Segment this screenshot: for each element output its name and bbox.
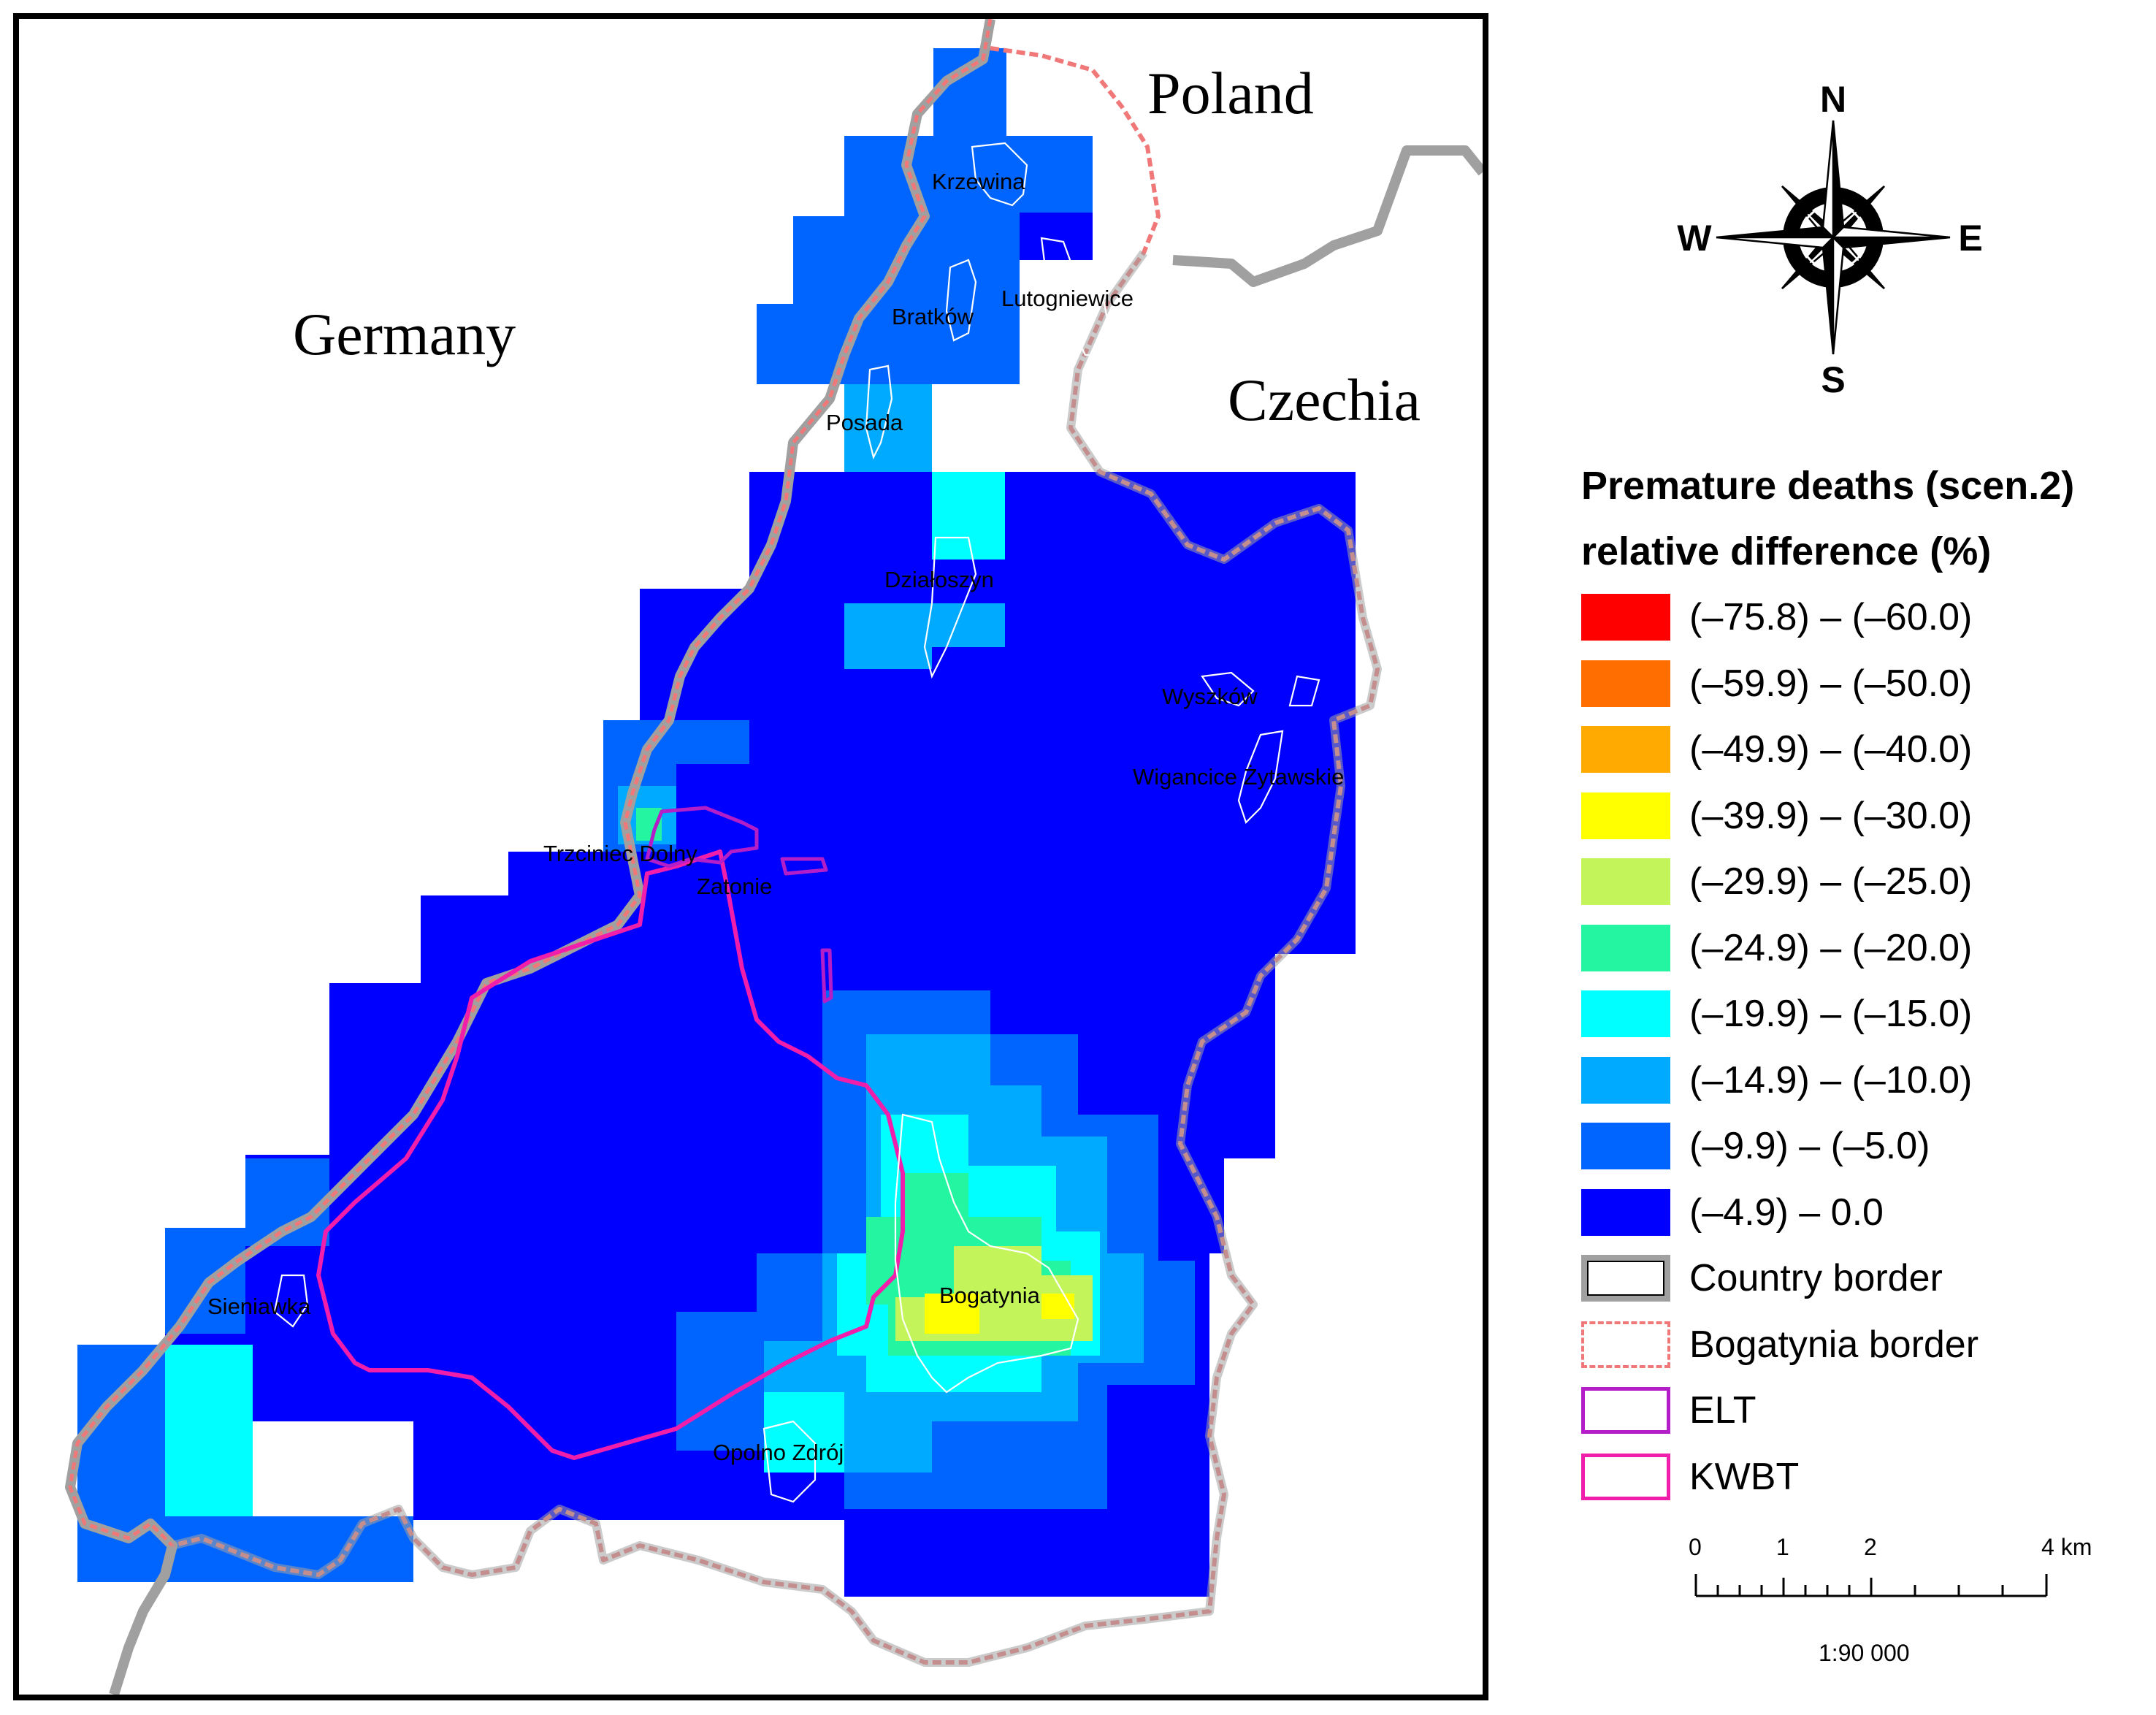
raster-cells-5-10-sieniawka [77,1158,329,1582]
legend: Premature deaths (scen.2) relative diffe… [1581,453,2151,1510]
place-label-trzciniec: Trzciniec Dolny [543,841,697,866]
legend-item-country-border: Country border [1581,1245,2151,1312]
legend-swatch [1581,660,1670,707]
legend-item-class: (–59.9) – (–50.0) [1581,651,2151,717]
bogatynia-border-grey [171,250,1382,1667]
legend-label: (–9.9) – (–5.0) [1689,1125,1930,1167]
compass-e: E [1958,218,1982,259]
country-label-czechia: Czechia [1228,367,1421,433]
kwbt-boundary [316,849,905,1460]
map-frame: Poland Germany Czechia Krzewina Bratków … [13,13,1488,1700]
raster-cell-30-40-b [1041,1294,1074,1319]
country-border-east [1172,145,1483,287]
legend-item-kwbt: KWBT [1581,1444,2151,1510]
raster-cell-15-20-north [932,472,1005,559]
place-label-bratkow: Bratków [892,304,974,329]
legend-swatch [1581,792,1670,839]
compass-n: N [1820,79,1846,120]
legend-label-country-border: Country border [1689,1257,1943,1299]
place-label-posada: Posada [826,410,903,435]
elt-boundary [645,806,833,1004]
scale-bar-graphic [1694,1574,2048,1597]
legend-item-class: (–49.9) – (–40.0) [1581,717,2151,783]
legend-title-line1: Premature deaths (scen.2) [1581,464,2075,508]
scale-bar: 0 1 2 4 km 1:90 000 [1689,1534,2147,1680]
place-label-krzewina: Krzewina [932,169,1025,194]
legend-swatch-elt [1581,1387,1670,1434]
legend-item-class: (–39.9) – (–30.0) [1581,783,2151,849]
legend-label: (–24.9) – (–20.0) [1689,926,1973,969]
compass-main-points [1716,120,1951,355]
raster-cells-10-15-north [844,384,932,472]
place-label-zatonie: Zatonie [697,874,773,899]
legend-item-class: (–29.9) – (–25.0) [1581,849,2151,915]
legend-label: (–29.9) – (–25.0) [1689,860,1973,903]
legend-item-class: (–9.9) – (–5.0) [1581,1113,2151,1180]
compass-s: S [1821,359,1845,400]
legend-swatch-kwbt [1581,1453,1670,1500]
bogatynia-border-overlay [68,19,993,1547]
legend-label: (–39.9) – (–30.0) [1689,794,1973,837]
raster-cell-30-40-a [925,1294,979,1334]
legend-label-elt: ELT [1689,1389,1756,1432]
legend-swatch [1581,990,1670,1037]
legend-swatch [1581,924,1670,971]
compass-w: W [1677,218,1712,259]
raster-grid [77,48,1356,1597]
town-outlines [273,142,1320,1503]
place-label-dzialoszyn: Działoszyn [884,567,994,592]
legend-swatch-country-border [1581,1255,1670,1302]
legend-label: (–59.9) – (–50.0) [1689,662,1973,705]
legend-swatch [1581,594,1670,641]
legend-label-bogatynia-border: Bogatynia border [1689,1323,1979,1366]
legend-swatch-bogatynia-border [1581,1321,1670,1368]
scale-tick-label-1: 1 [1776,1534,1789,1560]
raster-cells-5-10-south-west [260,1516,413,1582]
place-label-lutogniewice: Lutogniewice [1001,286,1134,311]
country-label-germany: Germany [293,301,516,367]
legend-title-line2: relative difference (%) [1581,530,1992,573]
legend-swatch [1581,726,1670,773]
place-label-sieniawka: Sieniawka [207,1294,311,1319]
place-label-wyszkow: Wyszków [1162,684,1258,709]
map-canvas [65,19,1483,1695]
legend-item-class: (–19.9) – (–15.0) [1581,981,2151,1047]
legend-swatch [1581,1123,1670,1169]
legend-swatch [1581,858,1670,905]
scale-tick-label-0: 0 [1689,1534,1702,1560]
scale-ratio: 1:90 000 [1819,1640,1910,1666]
legend-item-class: (–14.9) – (–10.0) [1581,1047,2151,1114]
legend-classes: (–75.8) – (–60.0) (–59.9) – (–50.0) (–49.9… [1581,584,2151,1245]
legend-item-bogatynia-border: Bogatynia border [1581,1312,2151,1378]
legend-item-class: (–4.9) – 0.0 [1581,1180,2151,1246]
legend-label: (–4.9) – 0.0 [1689,1191,1884,1234]
legend-label-kwbt: KWBT [1689,1455,1800,1498]
legend-label: (–49.9) – (–40.0) [1689,728,1973,771]
country-label-poland: Poland [1147,60,1314,126]
raster-cell-15-20-sieniawka [165,1345,253,1516]
place-label-bogatynia: Bogatynia [939,1283,1040,1308]
legend-label: (–14.9) – (–10.0) [1689,1058,1973,1101]
place-label-opolno: Opolno Zdrój [713,1440,844,1465]
scale-tick-label-2: 2 [1864,1534,1877,1560]
legend-item-elt: ELT [1581,1378,2151,1444]
legend-label: (–19.9) – (–15.0) [1689,993,1973,1035]
legend-swatch [1581,1056,1670,1104]
place-label-wigancice: Wigancice Żytawskie [1133,764,1345,790]
legend-item-class: (–24.9) – (–20.0) [1581,915,2151,982]
legend-label: (–75.8) – (–60.0) [1689,596,1973,638]
legend-item-class: (–75.8) – (–60.0) [1581,584,2151,651]
legend-swatch [1581,1188,1670,1236]
raster-cells-10-15-north-b [844,603,1005,669]
north-arrow-compass: N S E W [1677,79,1982,400]
scale-tick-label-4: 4 km [2041,1534,2092,1560]
